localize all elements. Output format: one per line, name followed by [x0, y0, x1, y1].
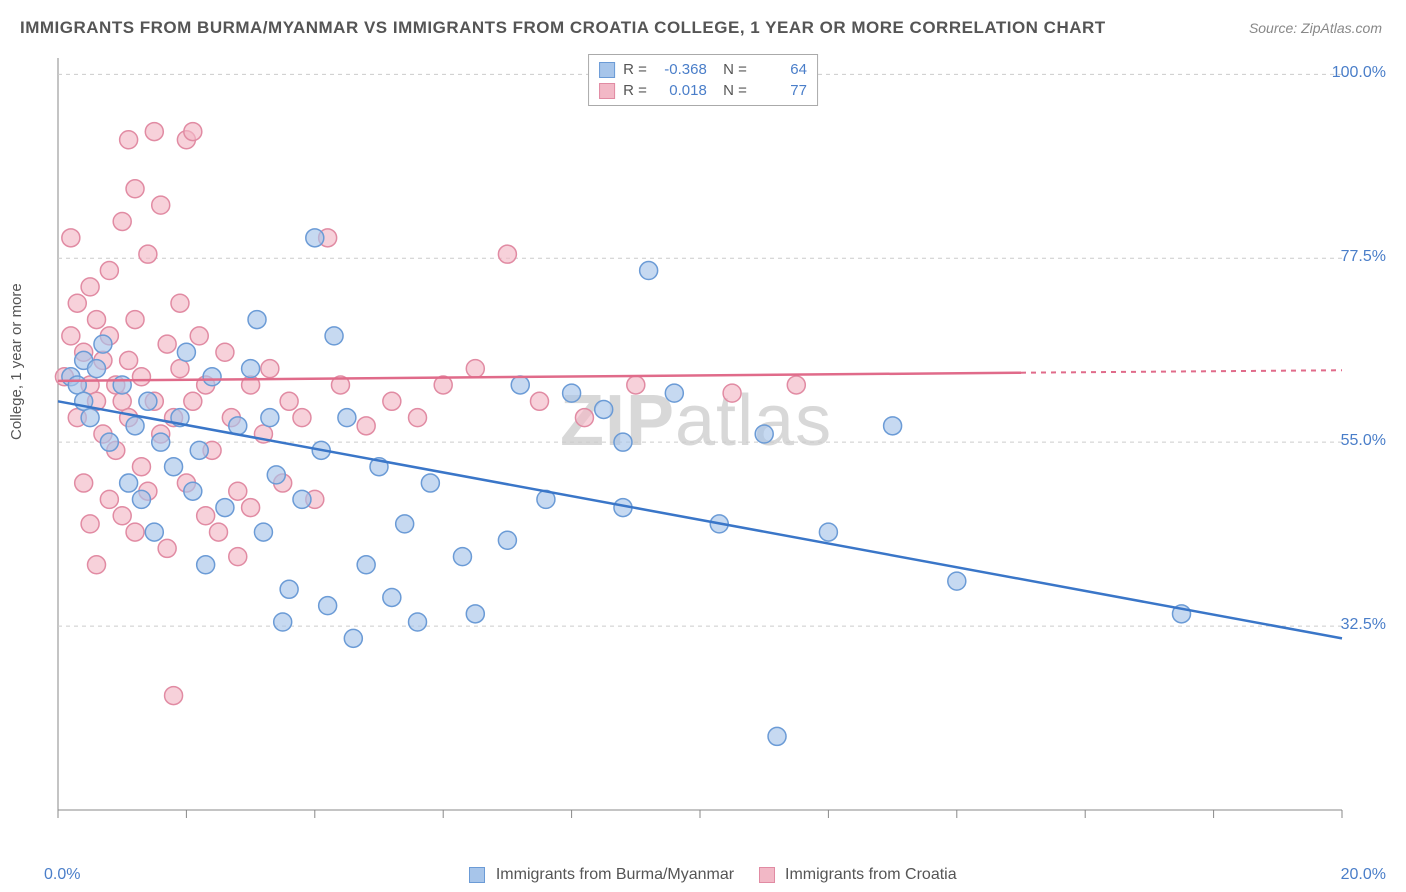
legend-label-burma: Immigrants from Burma/Myanmar	[496, 866, 734, 883]
y-tick-label: 55.0%	[1341, 432, 1386, 450]
legend-n-label: N =	[715, 82, 747, 99]
legend-r-value-burma: -0.368	[655, 61, 707, 78]
y-tick-label: 77.5%	[1341, 248, 1386, 266]
legend-row-burma: R = -0.368 N = 64	[599, 59, 807, 80]
legend-r-label: R =	[623, 61, 647, 78]
chart-title: IMMIGRANTS FROM BURMA/MYANMAR VS IMMIGRA…	[20, 18, 1106, 38]
legend-row-croatia: R = 0.018 N = 77	[599, 80, 807, 101]
legend-n-label: N =	[715, 61, 747, 78]
legend-swatch-croatia-bottom	[759, 867, 775, 883]
legend-n-value-burma: 64	[755, 61, 807, 78]
y-axis-label: College, 1 year or more	[8, 283, 25, 440]
y-tick-label: 100.0%	[1332, 64, 1386, 82]
source-attribution: Source: ZipAtlas.com	[1249, 20, 1382, 36]
legend-r-label: R =	[623, 82, 647, 99]
legend-label-croatia: Immigrants from Croatia	[785, 866, 957, 883]
scatter-chart	[50, 50, 1350, 820]
series-legend: Immigrants from Burma/Myanmar Immigrants…	[0, 866, 1406, 884]
legend-swatch-burma-bottom	[469, 867, 485, 883]
legend-swatch-croatia	[599, 83, 615, 99]
legend-r-value-croatia: 0.018	[655, 82, 707, 99]
y-tick-label: 32.5%	[1341, 616, 1386, 634]
correlation-legend: R = -0.368 N = 64 R = 0.018 N = 77	[588, 54, 818, 106]
legend-swatch-burma	[599, 62, 615, 78]
legend-n-value-croatia: 77	[755, 82, 807, 99]
